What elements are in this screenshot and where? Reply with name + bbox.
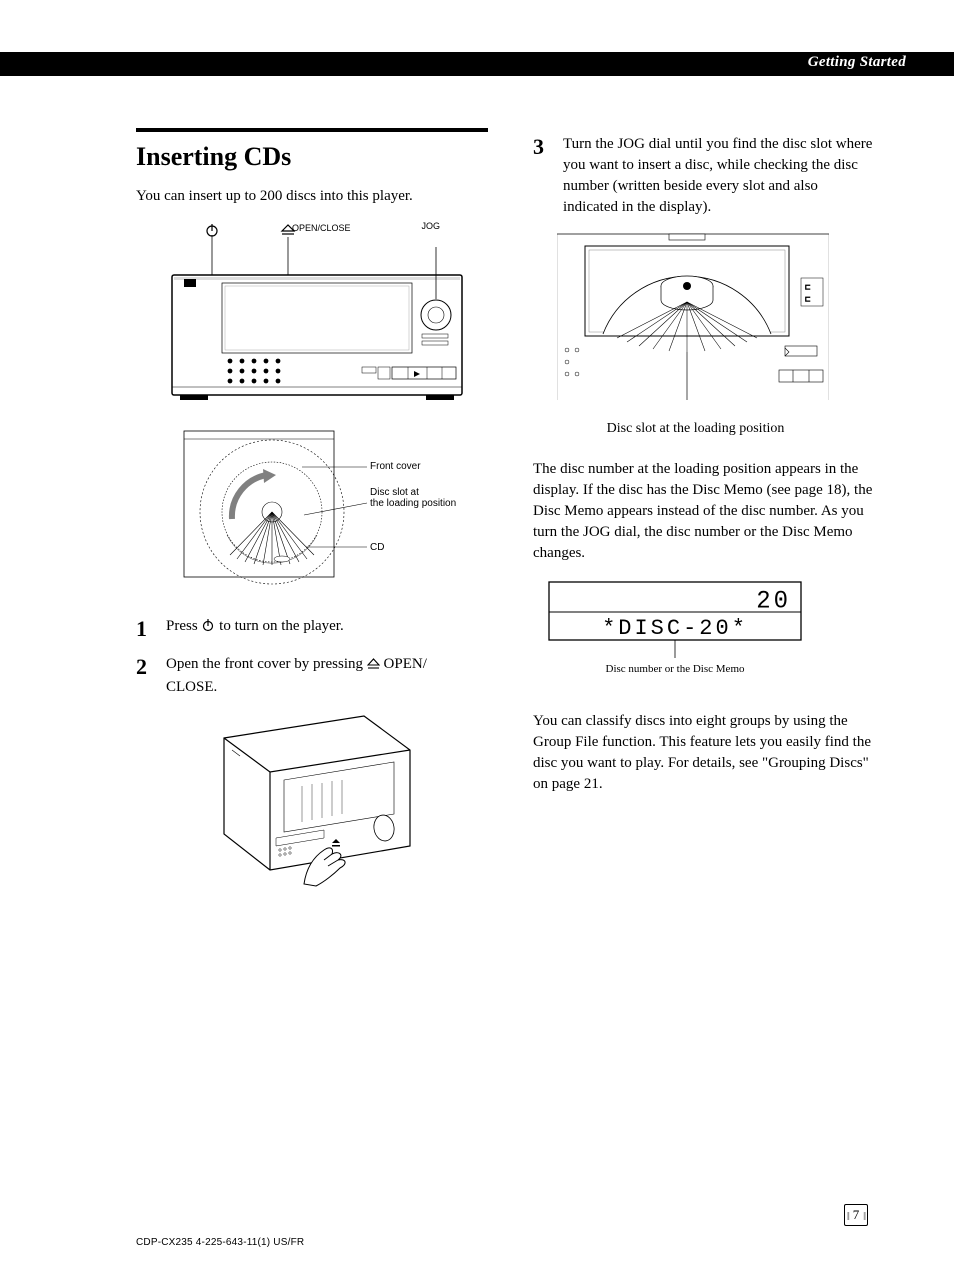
step-1-number: 1 [136,616,154,642]
section-rule [136,128,488,132]
loading-slot-diagram: ⊏ ⊏ Disc slot at the loading position [557,230,874,437]
band-label: Getting Started [808,54,906,71]
step-3: 3 Turn the JOG dial until you find the d… [533,134,874,218]
display-paragraph: The disc number at the loading position … [533,459,874,564]
left-column: You can insert up to 200 discs into this… [136,134,477,895]
step-2: 2 Open the front cover by pressing OPEN/… [136,654,477,698]
eject-icon [367,656,380,677]
open-cover-illustration [184,710,477,895]
svg-text:20: 20 [756,588,791,616]
step-1-pre: Press [166,618,201,634]
svg-text:⊏: ⊏ [805,283,810,293]
step-1-post: to turn on the player. [219,618,344,634]
step-3-number: 3 [533,134,551,218]
grouping-paragraph: You can classify discs into eight groups… [533,711,874,795]
svg-text:⊏: ⊏ [805,295,810,305]
power-icon [201,618,215,639]
page-number: ||| 7 ||| [844,1204,868,1226]
step-1: 1 Press to turn on the player. [136,616,477,642]
intro-text: You can insert up to 200 discs into this… [136,186,477,207]
lcd-pointer-label: Disc number or the Disc Memo [606,663,745,675]
footer-spec: CDP-CX235 4-225-643-11(1) US/FR [136,1237,304,1248]
callout-cd-text: CD [370,542,384,553]
slot-diagram-label: Disc slot at the loading position [557,421,874,437]
lcd-display-diagram: 20 *DISC-20* Disc number or the Disc Mem… [545,578,874,683]
svg-text:*DISC-20*: *DISC-20* [602,616,748,641]
jog-callout-label: JOG [421,221,440,231]
front-panel-diagram: OPEN/CLOSE JOG [162,219,477,409]
right-column: 3 Turn the JOG dial until you find the d… [533,134,874,895]
rotary-tray-diagram: Front cover Disc slot atthe loading posi… [162,427,477,592]
step-2-number: 2 [136,654,154,698]
step-3-text: Turn the JOG dial until you find the dis… [563,134,874,218]
eject-callout-label: OPEN/CLOSE [292,223,351,233]
callout-cover-text: Front cover [370,461,421,472]
page-number-value: 7 [853,1207,860,1223]
step-2-pre: Open the front cover by pressing [166,656,367,672]
callout-slot-text: Disc slot atthe loading position [370,487,456,509]
